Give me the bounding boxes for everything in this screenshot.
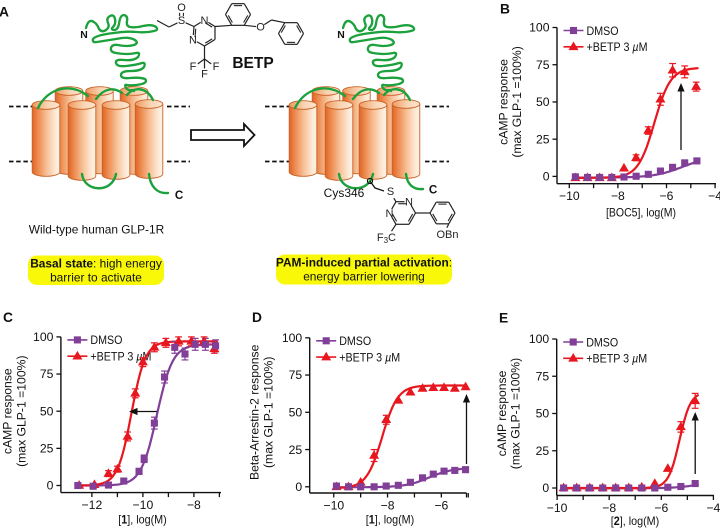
svg-text:DMSO: DMSO <box>587 24 619 38</box>
svg-text:N: N <box>80 30 88 41</box>
svg-text:cAMP response: cAMP response <box>497 59 511 145</box>
svg-text:energy barrier lowering: energy barrier lowering <box>303 270 425 284</box>
svg-text:50: 50 <box>40 404 54 418</box>
svg-text:barrier to activate: barrier to activate <box>50 271 142 285</box>
svg-text:A: A <box>0 5 9 20</box>
svg-text:D: D <box>252 310 262 325</box>
svg-text:[1], log(M): [1], log(M) <box>366 513 415 527</box>
svg-text:−10: −10 <box>133 498 154 512</box>
svg-text:75: 75 <box>289 368 303 382</box>
svg-text:(max GLP-1 =100%): (max GLP-1 =100%) <box>262 357 276 468</box>
svg-text:−8: −8 <box>602 501 616 515</box>
svg-text:+BETP 3 µM: +BETP 3 µM <box>586 352 647 366</box>
svg-text:−10: −10 <box>547 501 568 515</box>
svg-text:−4: −4 <box>706 501 720 515</box>
svg-text:F: F <box>190 61 197 73</box>
svg-text:−8: −8 <box>381 499 395 513</box>
svg-text:OBn: OBn <box>436 229 458 241</box>
svg-text:DMSO: DMSO <box>90 333 122 347</box>
svg-text:−6: −6 <box>434 499 448 513</box>
svg-text:[2], log(M): [2], log(M) <box>611 514 660 528</box>
svg-text:(max GLP-1 =100%): (max GLP-1 =100%) <box>509 358 523 469</box>
svg-text:−10: −10 <box>323 499 344 513</box>
svg-text:PAM-induced partial activation: PAM-induced partial activation: <box>276 256 452 270</box>
svg-text:N: N <box>201 15 209 27</box>
svg-text:S: S <box>387 186 394 198</box>
svg-text:0: 0 <box>542 481 549 495</box>
svg-text:[BOC5], log(M): [BOC5], log(M) <box>606 206 676 220</box>
svg-text:O: O <box>177 2 186 14</box>
svg-text:−6: −6 <box>660 189 674 203</box>
svg-text:25: 25 <box>536 132 550 146</box>
svg-text:N: N <box>337 30 345 41</box>
svg-text:−10: −10 <box>559 189 580 203</box>
svg-text:S: S <box>178 15 185 27</box>
svg-text:0: 0 <box>295 480 302 494</box>
svg-text:100: 100 <box>282 331 303 345</box>
svg-text:C: C <box>175 189 184 202</box>
svg-text:−8: −8 <box>187 498 201 512</box>
svg-text:Wild-type human GLP-1R: Wild-type human GLP-1R <box>29 223 165 237</box>
svg-text:75: 75 <box>536 58 550 72</box>
svg-text:F: F <box>213 61 220 73</box>
svg-text:+BETP 3 µM: +BETP 3 µM <box>587 40 648 54</box>
svg-text:E: E <box>499 310 508 325</box>
svg-text:DMSO: DMSO <box>339 334 371 348</box>
svg-text:100: 100 <box>529 21 550 35</box>
svg-text:Cys346: Cys346 <box>324 186 365 200</box>
svg-text:50: 50 <box>536 407 550 421</box>
svg-text:25: 25 <box>40 442 54 456</box>
svg-text:DMSO: DMSO <box>586 335 618 349</box>
svg-text:cAMP response: cAMP response <box>495 370 509 456</box>
svg-text:25: 25 <box>289 443 303 457</box>
svg-text:0: 0 <box>47 479 54 493</box>
svg-text:−12: −12 <box>82 498 103 512</box>
svg-text:100: 100 <box>33 330 54 344</box>
svg-text:+BETP 3 µM: +BETP 3 µM <box>339 350 400 364</box>
svg-text:Beta-Arrestin-2 response: Beta-Arrestin-2 response <box>248 344 262 480</box>
svg-text:(max GLP-1 =100%): (max GLP-1 =100%) <box>15 355 29 466</box>
svg-text:O: O <box>256 22 265 34</box>
svg-text:[1], log(M): [1], log(M) <box>118 513 167 527</box>
svg-text:F: F <box>201 69 208 81</box>
svg-text:25: 25 <box>536 444 550 458</box>
svg-text:Basal state: high energy: Basal state: high energy <box>30 257 162 271</box>
svg-text:75: 75 <box>536 369 550 383</box>
svg-text:cAMP response: cAMP response <box>1 368 15 454</box>
svg-text:−8: −8 <box>611 189 625 203</box>
svg-text:N: N <box>405 197 413 209</box>
svg-text:+BETP 3 µM: +BETP 3 µM <box>90 350 151 364</box>
svg-text:BETP: BETP <box>232 55 273 72</box>
svg-text:0: 0 <box>543 170 550 184</box>
svg-text:C: C <box>429 184 438 197</box>
svg-text:B: B <box>500 1 510 16</box>
svg-text:100: 100 <box>529 332 550 346</box>
svg-text:C: C <box>3 310 13 325</box>
svg-text:N: N <box>386 208 394 220</box>
svg-text:−6: −6 <box>654 501 668 515</box>
svg-text:(max GLP-1 =100%): (max GLP-1 =100%) <box>510 46 524 157</box>
svg-text:F3C: F3C <box>377 232 396 245</box>
svg-text:−4: −4 <box>708 189 720 203</box>
svg-text:N: N <box>189 35 197 47</box>
svg-text:50: 50 <box>536 95 550 109</box>
svg-text:75: 75 <box>40 367 54 381</box>
svg-text:50: 50 <box>289 406 303 420</box>
